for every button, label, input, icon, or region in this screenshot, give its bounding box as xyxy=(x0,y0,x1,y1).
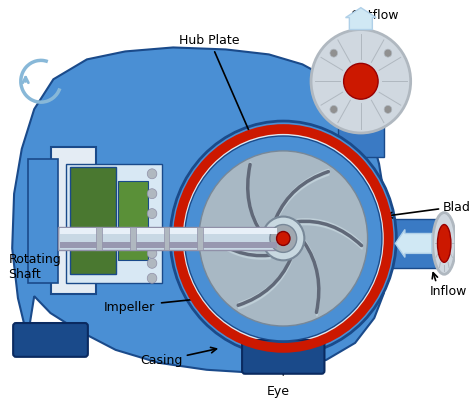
Bar xyxy=(60,243,276,249)
Circle shape xyxy=(384,50,392,58)
Bar xyxy=(379,219,444,269)
Bar xyxy=(51,148,97,294)
Circle shape xyxy=(170,122,396,356)
Bar xyxy=(118,181,148,261)
Bar xyxy=(164,227,169,251)
Circle shape xyxy=(178,130,389,348)
Text: Rotating
Shaft: Rotating Shaft xyxy=(9,253,61,281)
Text: Impeller: Impeller xyxy=(104,300,155,313)
Ellipse shape xyxy=(438,225,451,263)
Circle shape xyxy=(147,273,157,284)
Bar xyxy=(60,228,276,235)
Circle shape xyxy=(276,232,290,246)
Bar xyxy=(70,167,116,275)
Circle shape xyxy=(199,152,367,326)
FancyArrow shape xyxy=(395,230,432,258)
Circle shape xyxy=(270,225,297,253)
Circle shape xyxy=(262,217,304,261)
Bar xyxy=(130,227,136,251)
Text: Blad: Blad xyxy=(443,200,471,214)
Circle shape xyxy=(184,137,382,341)
Bar xyxy=(27,160,58,284)
Text: Inflow: Inflow xyxy=(430,284,467,297)
Bar xyxy=(97,227,102,251)
Circle shape xyxy=(384,106,392,114)
FancyArrow shape xyxy=(346,9,376,30)
Text: Outflow: Outflow xyxy=(350,9,399,22)
Bar xyxy=(58,227,279,251)
Text: Eye: Eye xyxy=(267,384,290,397)
Polygon shape xyxy=(12,49,418,373)
Circle shape xyxy=(344,64,378,100)
Circle shape xyxy=(147,229,157,239)
Circle shape xyxy=(147,209,157,219)
Ellipse shape xyxy=(433,213,456,275)
Circle shape xyxy=(147,189,157,199)
Circle shape xyxy=(147,249,157,259)
Bar xyxy=(338,80,384,158)
Circle shape xyxy=(330,50,337,58)
Bar xyxy=(66,164,162,284)
Circle shape xyxy=(311,30,410,134)
Circle shape xyxy=(330,106,337,114)
Text: Casing: Casing xyxy=(140,353,183,367)
FancyBboxPatch shape xyxy=(242,340,325,374)
Circle shape xyxy=(147,169,157,179)
Text: Hub Plate: Hub Plate xyxy=(179,34,286,217)
FancyBboxPatch shape xyxy=(13,323,88,357)
Bar xyxy=(197,227,203,251)
Circle shape xyxy=(147,259,157,269)
